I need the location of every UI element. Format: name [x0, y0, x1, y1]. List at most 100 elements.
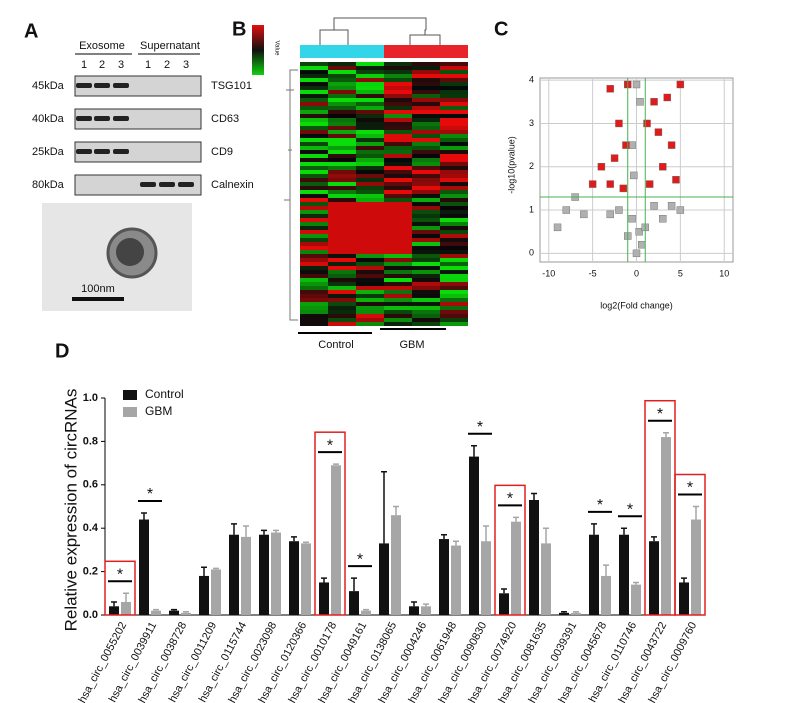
heatmap-cell [384, 214, 412, 218]
bar [211, 569, 221, 615]
heatmap-cell [384, 182, 412, 186]
highlight-box [314, 431, 346, 616]
bar [199, 575, 209, 615]
blot-band [76, 83, 92, 88]
heatmap-cell [356, 222, 384, 226]
bar [409, 606, 419, 615]
heatmap-cell [384, 142, 412, 146]
heatmap-cell [384, 222, 412, 226]
heatmap-cell [356, 262, 384, 266]
heatmap-cell [440, 118, 468, 122]
error-bar [153, 608, 159, 611]
heatmap-cell [328, 166, 356, 170]
size-label: 40kDa [32, 113, 65, 125]
heatmap-cell [328, 118, 356, 122]
heatmap-cell [412, 162, 440, 166]
heatmap-cell [440, 106, 468, 110]
heatmap-cell [412, 182, 440, 186]
heatmap-cell [384, 262, 412, 266]
bar [319, 582, 329, 615]
heatmap-cell [384, 242, 412, 246]
point [676, 206, 685, 214]
heatmap-cell [384, 234, 412, 238]
bar [109, 606, 119, 615]
heatmap-cell [328, 290, 356, 294]
heatmap-cell [440, 134, 468, 138]
bar [649, 541, 659, 615]
heatmap-cell [384, 210, 412, 214]
group-label: GBM [399, 339, 424, 351]
heatmap-cell [412, 230, 440, 234]
heatmap-cell [356, 194, 384, 198]
heatmap-cell [440, 318, 468, 322]
error-bar [393, 505, 399, 516]
heatmap-cell [440, 214, 468, 218]
heatmap-cell [328, 94, 356, 98]
heatmap-cell [356, 274, 384, 278]
heatmap-cell [328, 210, 356, 214]
heatmap-cell [440, 90, 468, 94]
heatmap-cell [412, 218, 440, 222]
heatmap-cell [328, 126, 356, 130]
heatmap-cell [356, 198, 384, 202]
bar [181, 612, 191, 615]
lane-label: 3 [183, 59, 189, 71]
heatmap-cell [412, 86, 440, 90]
heatmap-cell [412, 62, 440, 66]
error-bar [261, 529, 267, 535]
error-bar [453, 540, 459, 546]
error-bar [531, 492, 537, 500]
bar [601, 575, 611, 615]
heatmap-cell [440, 298, 468, 302]
heatmap-cell [412, 214, 440, 218]
point [610, 154, 619, 162]
heatmap-cell [384, 286, 412, 290]
error-bar [651, 536, 657, 542]
bar [301, 543, 311, 615]
heatmap-cell [328, 170, 356, 174]
heatmap-cell [328, 274, 356, 278]
significance-label: * [597, 497, 603, 514]
heatmap-cell [300, 150, 328, 154]
heatmap-cell [300, 98, 328, 102]
point [632, 249, 641, 258]
heatmap-cell [412, 74, 440, 78]
point [645, 180, 654, 188]
point [553, 223, 562, 232]
y-tick-label: 1 [529, 204, 534, 214]
heatmap-cell [412, 266, 440, 270]
x-tick-label: 0 [634, 268, 639, 278]
heatmap-cell [300, 286, 328, 290]
heatmap-cell [328, 82, 356, 86]
heatmap-cell [300, 126, 328, 130]
heatmap-cell [300, 82, 328, 86]
heatmap-cell [328, 230, 356, 234]
heatmap-cell [300, 154, 328, 158]
heatmap-cell [356, 134, 384, 138]
heatmap-cell [300, 290, 328, 294]
heatmap-cell [384, 178, 412, 182]
heatmap-cell [412, 274, 440, 278]
heatmap-cell [328, 306, 356, 310]
heatmap-cell [384, 130, 412, 134]
heatmap-cell [440, 246, 468, 250]
heatmap-cell [384, 250, 412, 254]
bar [391, 515, 401, 615]
blot-strip [74, 75, 202, 97]
error-bar [321, 577, 327, 583]
heatmap-cell [384, 138, 412, 142]
heatmap-cell [440, 86, 468, 90]
heatmap-cell [440, 218, 468, 222]
heatmap-cell [328, 98, 356, 102]
bar [481, 541, 491, 615]
heatmap-cell [440, 278, 468, 282]
heatmap-cell [356, 282, 384, 286]
bar [469, 456, 479, 615]
legend-swatch [123, 407, 137, 417]
heatmap-cell [300, 174, 328, 178]
bar [451, 545, 461, 615]
error-bar [543, 527, 549, 544]
heatmap-cell [328, 66, 356, 70]
heatmap-cell [328, 198, 356, 202]
heatmap-cell [384, 154, 412, 158]
